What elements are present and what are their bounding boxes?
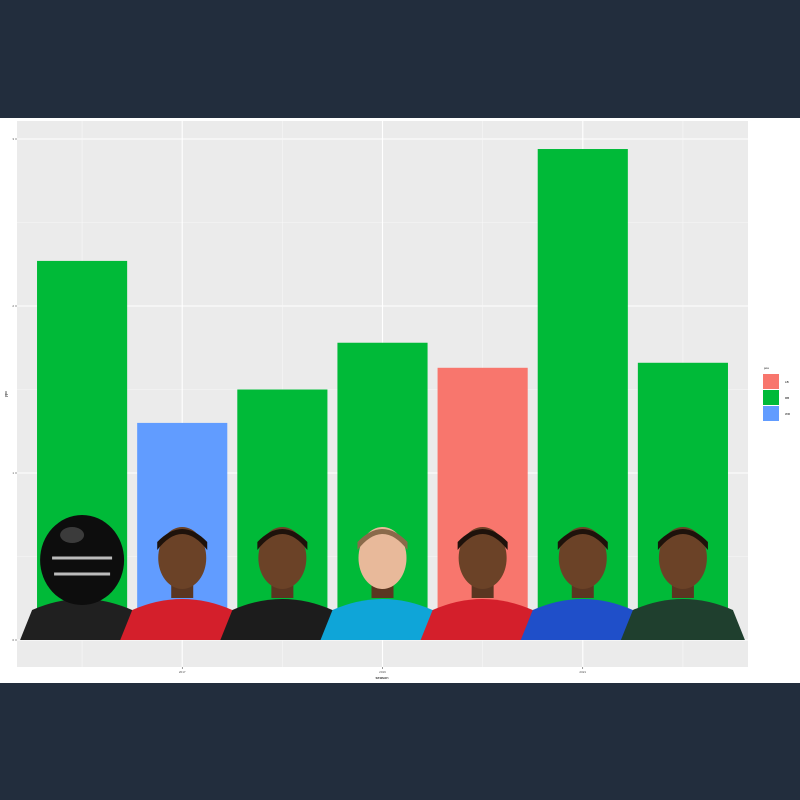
- bar-2022: [637, 362, 728, 640]
- player-body: [320, 599, 445, 640]
- helmet-silhouette-icon: [20, 515, 145, 640]
- player-royal-blue-jersey-icon: [520, 527, 645, 640]
- chart-figure: 0 1 2 3 2017 2019 2021 season ypc pos LB RB WR: [0, 118, 800, 683]
- player-body: [220, 599, 345, 640]
- face-mask: [52, 556, 113, 576]
- x-tick-label: 2017: [179, 670, 186, 674]
- player-face: [658, 527, 707, 589]
- player-hair: [657, 529, 708, 550]
- player-hair: [357, 529, 408, 550]
- player-face: [558, 527, 607, 589]
- x-axis-title: season: [376, 675, 389, 680]
- player-body: [120, 599, 245, 640]
- player-face: [258, 527, 307, 589]
- player-hair: [457, 529, 508, 550]
- y-tick-label: 2: [12, 304, 14, 308]
- legend-key-lb: [763, 374, 779, 389]
- player-body: [620, 599, 745, 640]
- player-hair: [157, 529, 208, 550]
- legend-label: LB: [785, 380, 789, 384]
- player-red-jersey-icon: [420, 527, 545, 640]
- player-body: [20, 599, 145, 640]
- bar-chart: 0 1 2 3 2017 2019 2021 season ypc pos LB RB WR: [3, 121, 791, 680]
- y-tick-label: 1: [12, 471, 14, 475]
- legend-key-wr: [763, 406, 779, 421]
- player-body: [420, 599, 545, 640]
- player-red-jersey-icon: [120, 527, 245, 640]
- legend-key-rb: [763, 390, 779, 405]
- legend-label: RB: [785, 396, 789, 400]
- player-black-jersey-icon: [220, 527, 345, 640]
- bar-2018: [237, 389, 328, 640]
- y-tick-label: 0: [12, 638, 14, 642]
- player-face: [158, 527, 207, 589]
- player-face: [358, 527, 407, 589]
- legend-title: pos: [764, 366, 769, 370]
- legend: pos LB RB WR: [763, 366, 791, 421]
- legend-label: WR: [785, 412, 791, 416]
- player-blue-jersey-icon: [320, 527, 445, 640]
- player-hair: [257, 529, 308, 550]
- player-body: [520, 599, 645, 640]
- helmet-shell: [40, 515, 125, 605]
- y-axis-title: ypc: [3, 391, 8, 397]
- player-face: [458, 527, 507, 589]
- y-tick-label: 3: [12, 137, 14, 141]
- x-tick-label: 2019: [379, 670, 386, 674]
- helmet-shine: [60, 527, 85, 543]
- x-tick-label: 2021: [579, 670, 586, 674]
- player-green-jersey-icon: [620, 527, 745, 640]
- player-hair: [557, 529, 608, 550]
